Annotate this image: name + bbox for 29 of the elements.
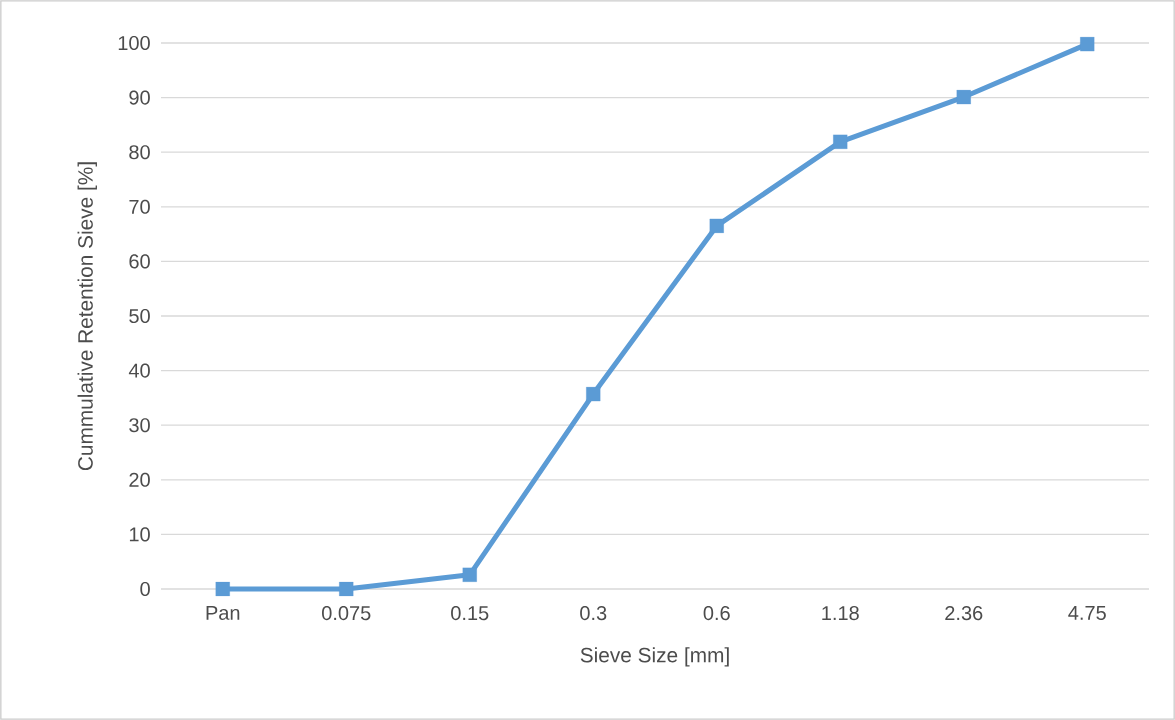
x-tick-label: 0.3 <box>580 606 607 621</box>
x-tick-label: 0.075 <box>322 606 371 621</box>
x-tick-label: 2.36 <box>945 606 983 621</box>
y-tick-label: 50 <box>129 308 150 324</box>
point <box>586 386 601 402</box>
y-tick-label: 70 <box>129 199 150 214</box>
y-tick-label: 90 <box>129 90 150 105</box>
x-tick-label: 4.75 <box>1068 606 1106 620</box>
y-tick-label: 60 <box>129 254 150 269</box>
x-tick-label: 0.15 <box>451 606 489 621</box>
point <box>956 89 971 105</box>
y-axis-title: Cummulative Retention Sieve [%] <box>77 162 97 471</box>
y-tick-label: 0 <box>140 581 150 597</box>
x-axis-title: Sieve Size [mm] <box>580 647 729 667</box>
point <box>462 567 477 582</box>
x-tick-label: Pan <box>206 606 240 620</box>
y-tick-label: 10 <box>129 527 150 542</box>
y-tick-label: 80 <box>129 145 150 160</box>
point <box>709 218 724 234</box>
y-tick-label: 30 <box>129 418 150 433</box>
point <box>339 581 354 597</box>
y-tick-label: 100 <box>118 35 150 51</box>
point <box>833 134 848 149</box>
point <box>215 581 230 597</box>
x-tick-label: 1.18 <box>822 606 859 621</box>
point <box>1080 36 1095 52</box>
x-tick-label: 0.6 <box>703 606 730 621</box>
y-tick-label: 20 <box>129 472 150 487</box>
y-tick-label: 40 <box>128 363 150 378</box>
